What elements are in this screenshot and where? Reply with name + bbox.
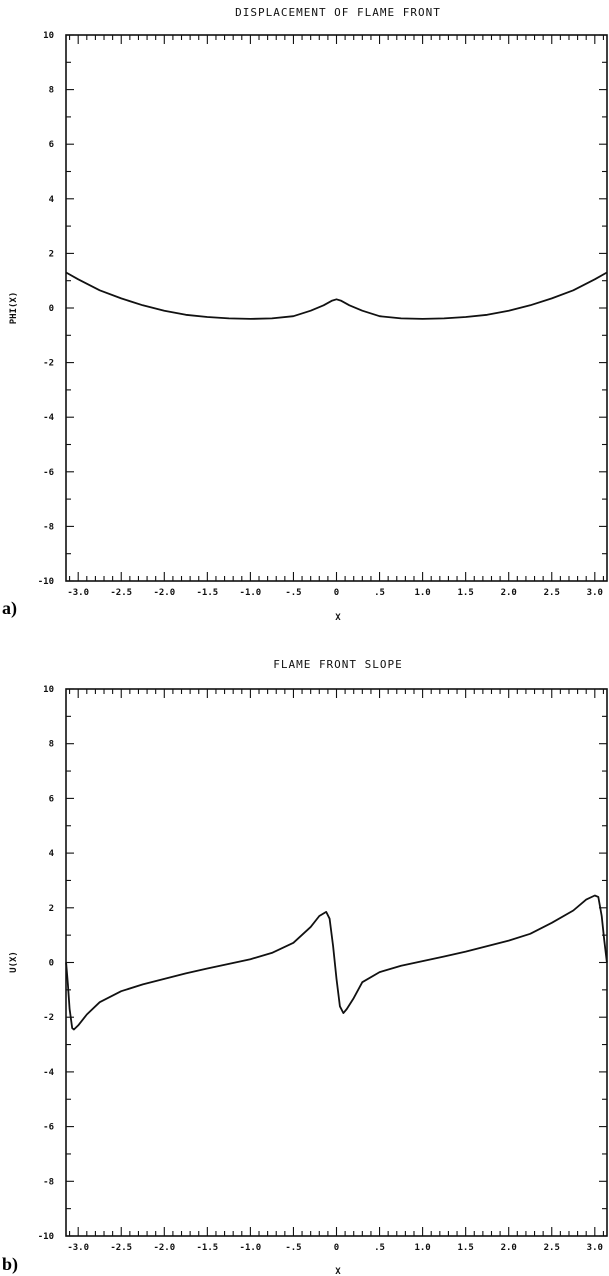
x-tick-label: -3.0 [67,588,89,598]
x-tick-label: 3.0 [587,1243,603,1253]
y-tick-label: 4 [49,849,55,859]
y-tick-label: -6 [43,1123,54,1133]
x-tick-label: 3.0 [587,588,603,598]
x-axis-label: X [335,1267,341,1276]
y-tick-label: -8 [43,1177,54,1187]
y-tick-label: -10 [38,1232,54,1242]
y-tick-label: -2 [43,359,54,369]
x-tick-label: 2.5 [544,1243,560,1253]
y-tick-label: 6 [49,140,54,150]
x-tick-label: -2.5 [110,588,132,598]
plot-frame [65,34,608,582]
y-tick-label: 0 [49,959,54,969]
x-tick-label: 1.0 [414,588,430,598]
y-tick-label: -2 [43,1013,54,1023]
x-tick-label: -3.0 [67,1243,89,1253]
y-tick-label: 8 [49,740,54,750]
x-tick-label: .5 [374,588,385,598]
x-tick-label: -.5 [285,588,301,598]
x-tick-label: 1.0 [414,1243,430,1253]
x-tick-label: -2.5 [110,1243,132,1253]
x-tick-label: 2.5 [544,588,560,598]
x-tick-label: 1.5 [458,588,474,598]
y-axis-label: U(X) [9,951,19,973]
displacement-chart: DISPLACEMENT OF FLAME FRONT a) PHI(X) X … [2,6,608,623]
x-tick-label: -2.0 [153,1243,175,1253]
x-tick-label: 0 [334,1243,339,1253]
y-tick-label: 8 [49,86,54,96]
y-tick-label: 10 [43,31,54,41]
x-tick-label: 2.0 [501,1243,517,1253]
y-tick-label: -4 [43,413,54,423]
y-tick-label: -8 [43,522,54,532]
x-tick-label: 1.5 [458,1243,474,1253]
y-tick-label: 2 [49,904,54,914]
y-tick-label: 2 [49,249,54,259]
chart-title: FLAME FRONT SLOPE [273,658,403,671]
x-tick-label: -2.0 [153,588,175,598]
plot-frame [65,688,608,1237]
y-tick-label: 6 [49,794,54,804]
x-tick-label: 0 [334,588,339,598]
series-line [65,894,608,1031]
x-tick-label: .5 [374,1243,385,1253]
x-axis-label: X [335,613,341,623]
y-tick-label: 0 [49,304,54,314]
y-tick-label: 4 [49,195,55,205]
y-tick-label: 10 [43,685,54,695]
x-tick-label: -1.0 [240,588,262,598]
x-tick-label: -1.0 [240,1243,262,1253]
y-tick-label: -10 [38,577,54,587]
x-tick-label: -1.5 [197,588,219,598]
y-tick-label: -6 [43,468,54,478]
x-tick-label: -.5 [285,1243,301,1253]
series-line [65,271,608,320]
y-axis-label: PHI(X) [9,292,19,325]
chart-title: DISPLACEMENT OF FLAME FRONT [235,6,441,19]
x-tick-label: 2.0 [501,588,517,598]
x-tick-label: -1.5 [197,1243,219,1253]
panel-label: b) [2,1254,18,1275]
panel-label: a) [2,598,17,619]
slope-chart: FLAME FRONT SLOPE b) U(X) X -3.0 -2.5 -2.0… [2,658,608,1276]
y-tick-label: -4 [43,1068,54,1078]
